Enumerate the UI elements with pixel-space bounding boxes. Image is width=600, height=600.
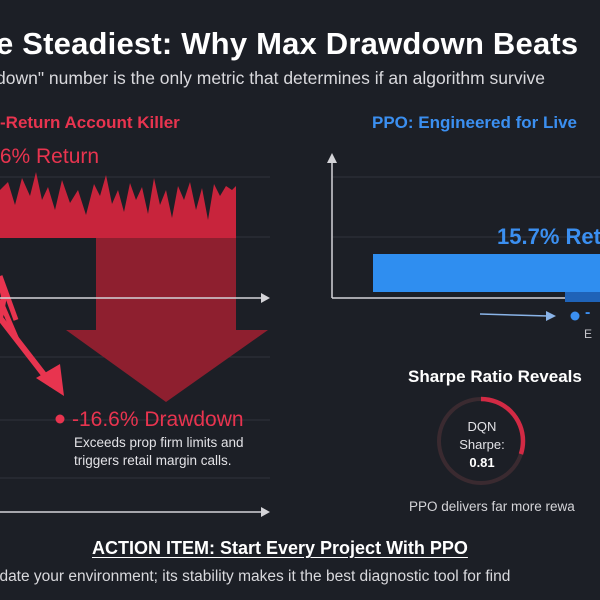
page-subtitle: down" number is the only metric that det… [0, 68, 545, 88]
ppo-panel-heading: PPO: Engineered for Live [372, 113, 577, 132]
gauge-value: 0.81 [469, 455, 495, 470]
right-gridlines [332, 176, 600, 238]
dqn-drawdown-description: Exceeds prop firm limits and triggers re… [74, 435, 244, 468]
gauge-label-model: DQN [467, 419, 497, 434]
ppo-return-label: 15.7% Ret [497, 224, 600, 249]
dqn-return-area [0, 172, 236, 238]
ppo-drawdown-fragment: - [585, 304, 591, 321]
dqn-return-label: .6% Return [0, 145, 100, 168]
footer-text: idate your environment; its stability ma… [0, 568, 511, 585]
ppo-drawdown-dot [570, 311, 580, 321]
gauge-label-metric: Sharpe: [459, 437, 505, 452]
ppo-return-bar [373, 254, 600, 292]
dqn-drawdown-label: -16.6% Drawdown [72, 408, 244, 431]
action-item: ACTION ITEM: Start Every Project With PP… [92, 538, 468, 558]
sharpe-note: PPO delivers far more rewa [409, 499, 575, 514]
drawdown-dot [55, 414, 65, 424]
sharpe-heading: Sharpe Ratio Reveals [408, 367, 582, 386]
ppo-small-label: E [584, 327, 593, 341]
dqn-panel-heading: -Return Account Killer [0, 113, 180, 132]
sharpe-gauge-arc [436, 396, 526, 486]
page-title: e Steadiest: Why Max Drawdown Beats [0, 26, 579, 61]
dqn-drawdown-arrow [66, 238, 268, 402]
